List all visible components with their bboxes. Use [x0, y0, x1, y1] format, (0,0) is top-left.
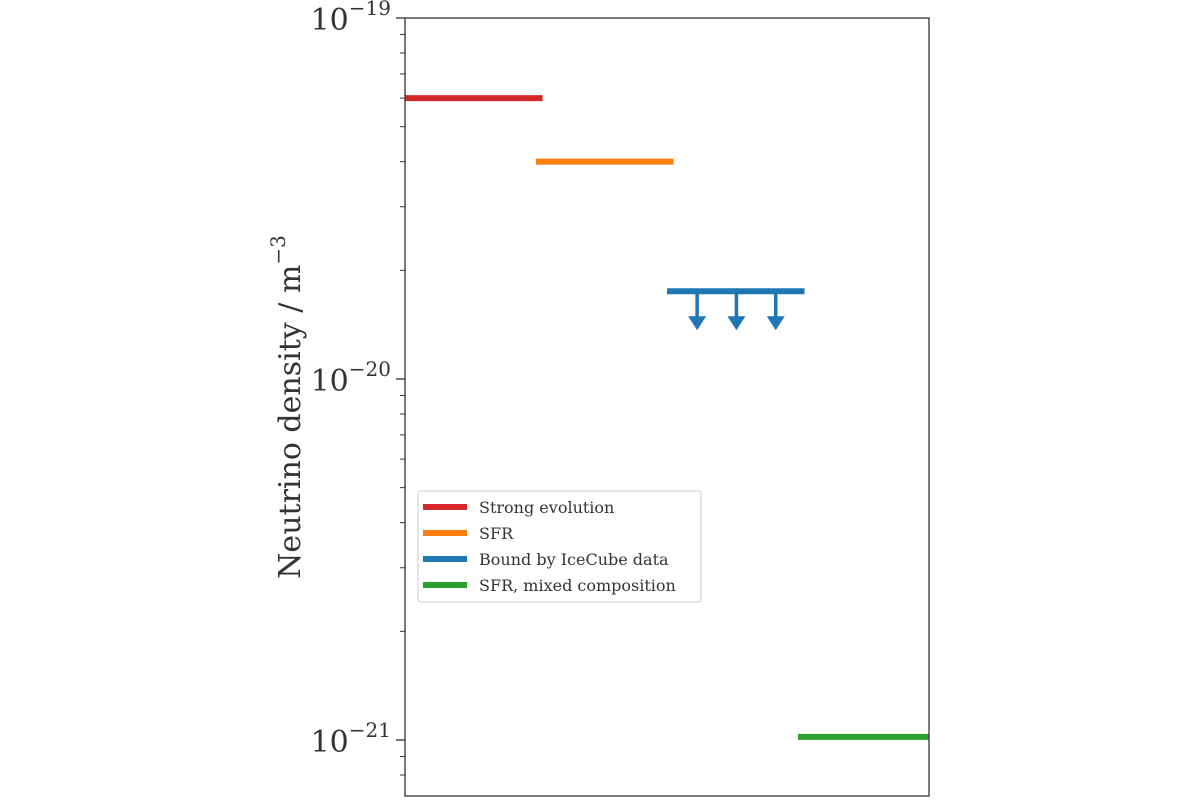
legend: Strong evolution SFR Bound by IceCube data… [417, 490, 702, 603]
legend-box [417, 490, 702, 603]
series-layer [405, 95, 929, 740]
upper-limit-arrow-head [688, 316, 707, 331]
legend-label: SFR, mixed composition [479, 576, 676, 595]
y-tick-label: 10−19 [311, 0, 391, 38]
series-bound-by-icecube-data [667, 288, 805, 331]
upper-limit-arrow-head [727, 316, 746, 331]
plot-frame-rect [404, 17, 930, 797]
y-axis-label: Neutrino density / m−3 [266, 235, 308, 579]
legend-item: SFR, mixed composition [423, 576, 676, 595]
legend-item: SFR [423, 524, 514, 543]
y-axis-ticks: 10−19 10−20 10−21 [311, 0, 405, 776]
legend-item: Strong evolution [423, 498, 614, 517]
legend-label: SFR [479, 524, 514, 543]
upper-limit-arrow-head [766, 316, 785, 331]
y-tick-label: 10−20 [311, 357, 391, 399]
plot-frame [404, 17, 930, 797]
y-axis-label-text: Neutrino density / m−3 [266, 235, 308, 579]
legend-label: Bound by IceCube data [479, 550, 669, 569]
legend-label: Strong evolution [479, 498, 614, 517]
legend-item: Bound by IceCube data [423, 550, 669, 569]
y-tick-label: 10−21 [311, 718, 391, 760]
